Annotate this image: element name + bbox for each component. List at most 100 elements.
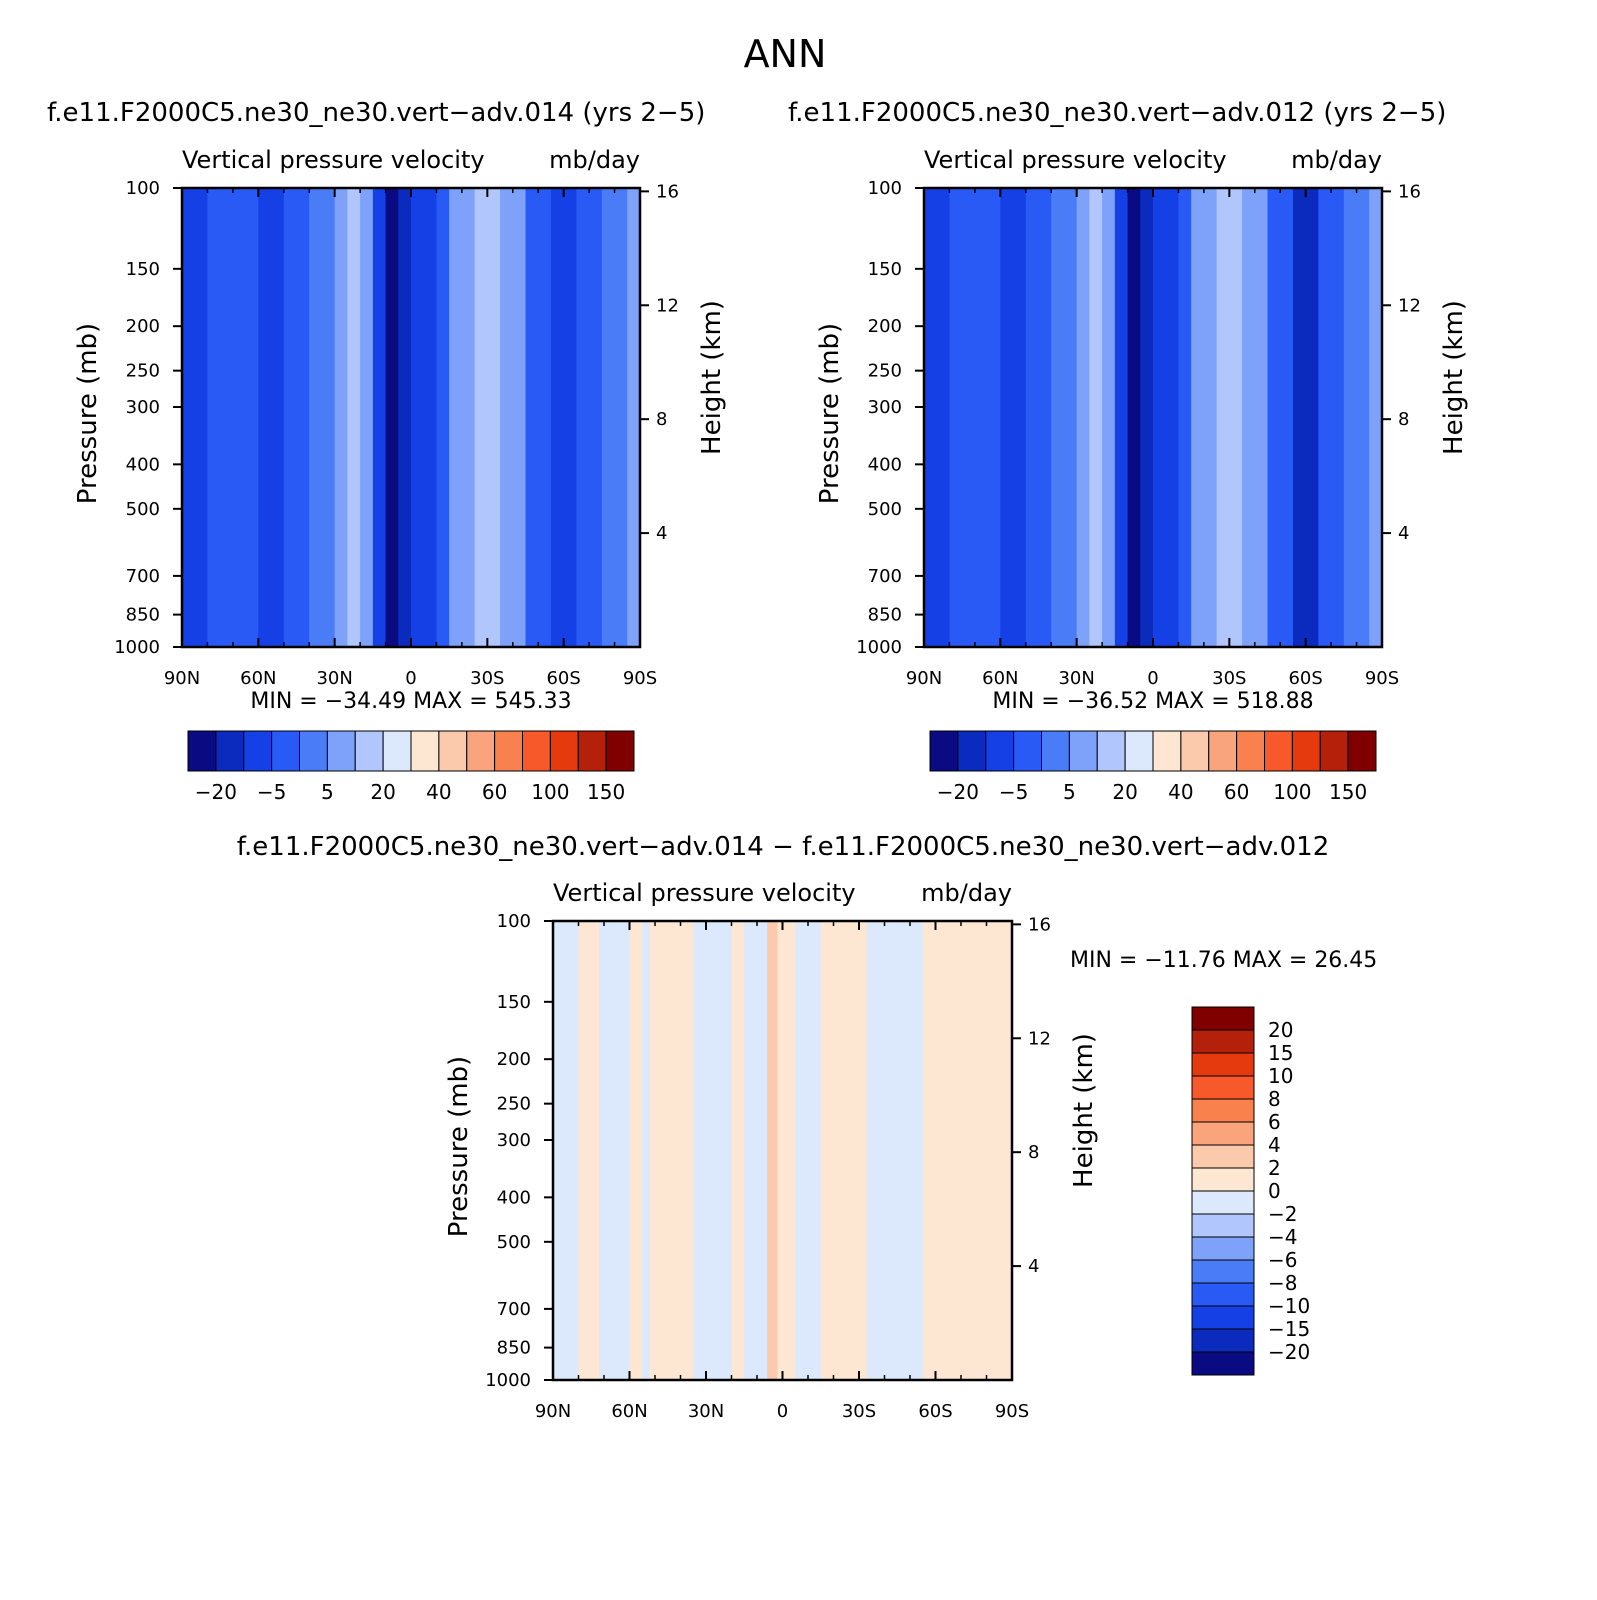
y-tick-label: 250 [126,361,160,382]
contour-band [182,188,208,647]
colorbar-box [1191,1052,1255,1077]
y2-tick-label: 16 [1398,181,1421,202]
contour-band [999,921,1012,1380]
colorbar-box [1208,730,1238,772]
colorbar-label: 10 [1268,1064,1293,1088]
min-value: −11.76 [1144,948,1232,973]
contour-band [598,921,630,1380]
contour-band [1076,188,1090,647]
contour-band [924,188,950,647]
contour-band [578,921,600,1380]
colorbar-box [466,730,496,772]
y2-tick-label: 8 [1398,409,1409,430]
colorbar-label: 6 [1268,1110,1281,1134]
contour-band [866,921,924,1380]
x-tick-label: 30N [316,668,352,689]
contour-band [385,188,399,647]
y-tick-label: 100 [868,178,902,199]
plot-panel-top-right: Vertical pressure velocity mb/day 90N 60N 30… [815,146,1469,804]
contour-band [777,921,796,1380]
colorbar-box [243,730,273,772]
min-label: MIN = [250,689,324,714]
colorbar-label: −5 [257,780,286,804]
min-max-stats: MIN = −11.76 MAX = 26.45 [1070,948,1377,973]
x-tick-label: 90N [535,1401,571,1422]
contour-band [1242,188,1268,647]
case-title-left: f.e11.F2000C5.ne30_ne30.vert−adv.014 (yr… [47,98,706,128]
colorbar-box [1191,1190,1255,1215]
max-value: 518.88 [1237,689,1314,714]
contour-band [411,188,425,647]
y2-tick-label: 8 [656,409,667,430]
x-tick-label: 60S [546,668,580,689]
x-tick-label: 30S [842,1401,876,1422]
y-tick-label: 200 [497,1049,531,1070]
contour-band [795,921,822,1380]
contour-band [744,921,768,1380]
contour-fill [553,921,1012,1380]
x-tick-label: 30S [1212,668,1246,689]
colorbar-label: 60 [1224,780,1249,804]
colorbar-box [957,730,987,772]
colorbar-box [1291,730,1321,772]
max-label: MAX = [413,689,495,714]
x-tick-label: 60S [918,1401,952,1422]
y-tick-label: 850 [126,605,160,626]
y-axis-title: Pressure (mb) [73,323,103,504]
y2-tick-label: 4 [1028,1256,1039,1277]
colorbar-label: −6 [1268,1248,1297,1272]
x-tick-label: 30N [1058,668,1094,689]
min-value: −36.52 [1067,689,1155,714]
y-tick-label: 1000 [485,1370,531,1391]
contour-band [767,921,778,1380]
contour-band [347,188,361,647]
y-tick-label: 500 [497,1232,531,1253]
y-tick-label: 250 [497,1094,531,1115]
colorbar-box [1191,1236,1255,1261]
x-tick-label: 90S [995,1401,1029,1422]
contour-band [372,188,387,647]
min-label: MIN = [992,689,1066,714]
contour-band [1343,188,1370,647]
y-tick-label: 200 [868,316,902,337]
y2-tick-label: 12 [656,295,679,316]
y-tick-label: 150 [497,992,531,1013]
variable-title: Vertical pressure velocity [182,146,485,174]
colorbar-label: −20 [937,780,979,804]
colorbar-box [549,730,579,772]
max-label: MAX = [1233,948,1315,973]
colorbar-label: 40 [1168,780,1193,804]
contour-band [423,188,437,647]
colorbar-box [1191,1098,1255,1123]
contour-band [1102,188,1116,647]
contour-band [1127,188,1141,647]
y2-tick-label: 4 [656,523,667,544]
colorbar-box [1191,1259,1255,1284]
colorbar-label: 5 [321,780,334,804]
max-value: 26.45 [1314,948,1377,973]
plot-panel-bottom-difference: Vertical pressure velocity mb/day 90N 60N 30… [444,879,1377,1422]
contour-band [1051,188,1078,647]
y2-tick-label: 4 [1398,523,1409,544]
contour-band [820,921,868,1380]
colorbar-box [215,730,245,772]
contour-band [398,188,412,647]
colorbar-box [605,730,635,772]
contour-band [1140,188,1154,647]
colorbar-label: 40 [426,780,451,804]
plot-panel-top-left: Vertical pressure velocity mb/day 90N 60N 30… [73,146,727,804]
y2-tick-label: 16 [656,181,679,202]
colorbar-box [985,730,1015,772]
contour-band [474,188,501,647]
y-tick-label: 500 [868,499,902,520]
y2-tick-label: 16 [1028,914,1051,935]
colorbar-box [1013,730,1042,772]
y-tick-label: 400 [868,454,902,475]
contour-band [1000,188,1027,647]
contour-band [922,921,1000,1380]
figure-title: ANN [743,32,827,76]
max-label: MAX = [1155,689,1237,714]
x-tick-label: 90N [906,668,942,689]
contour-band [525,188,552,647]
